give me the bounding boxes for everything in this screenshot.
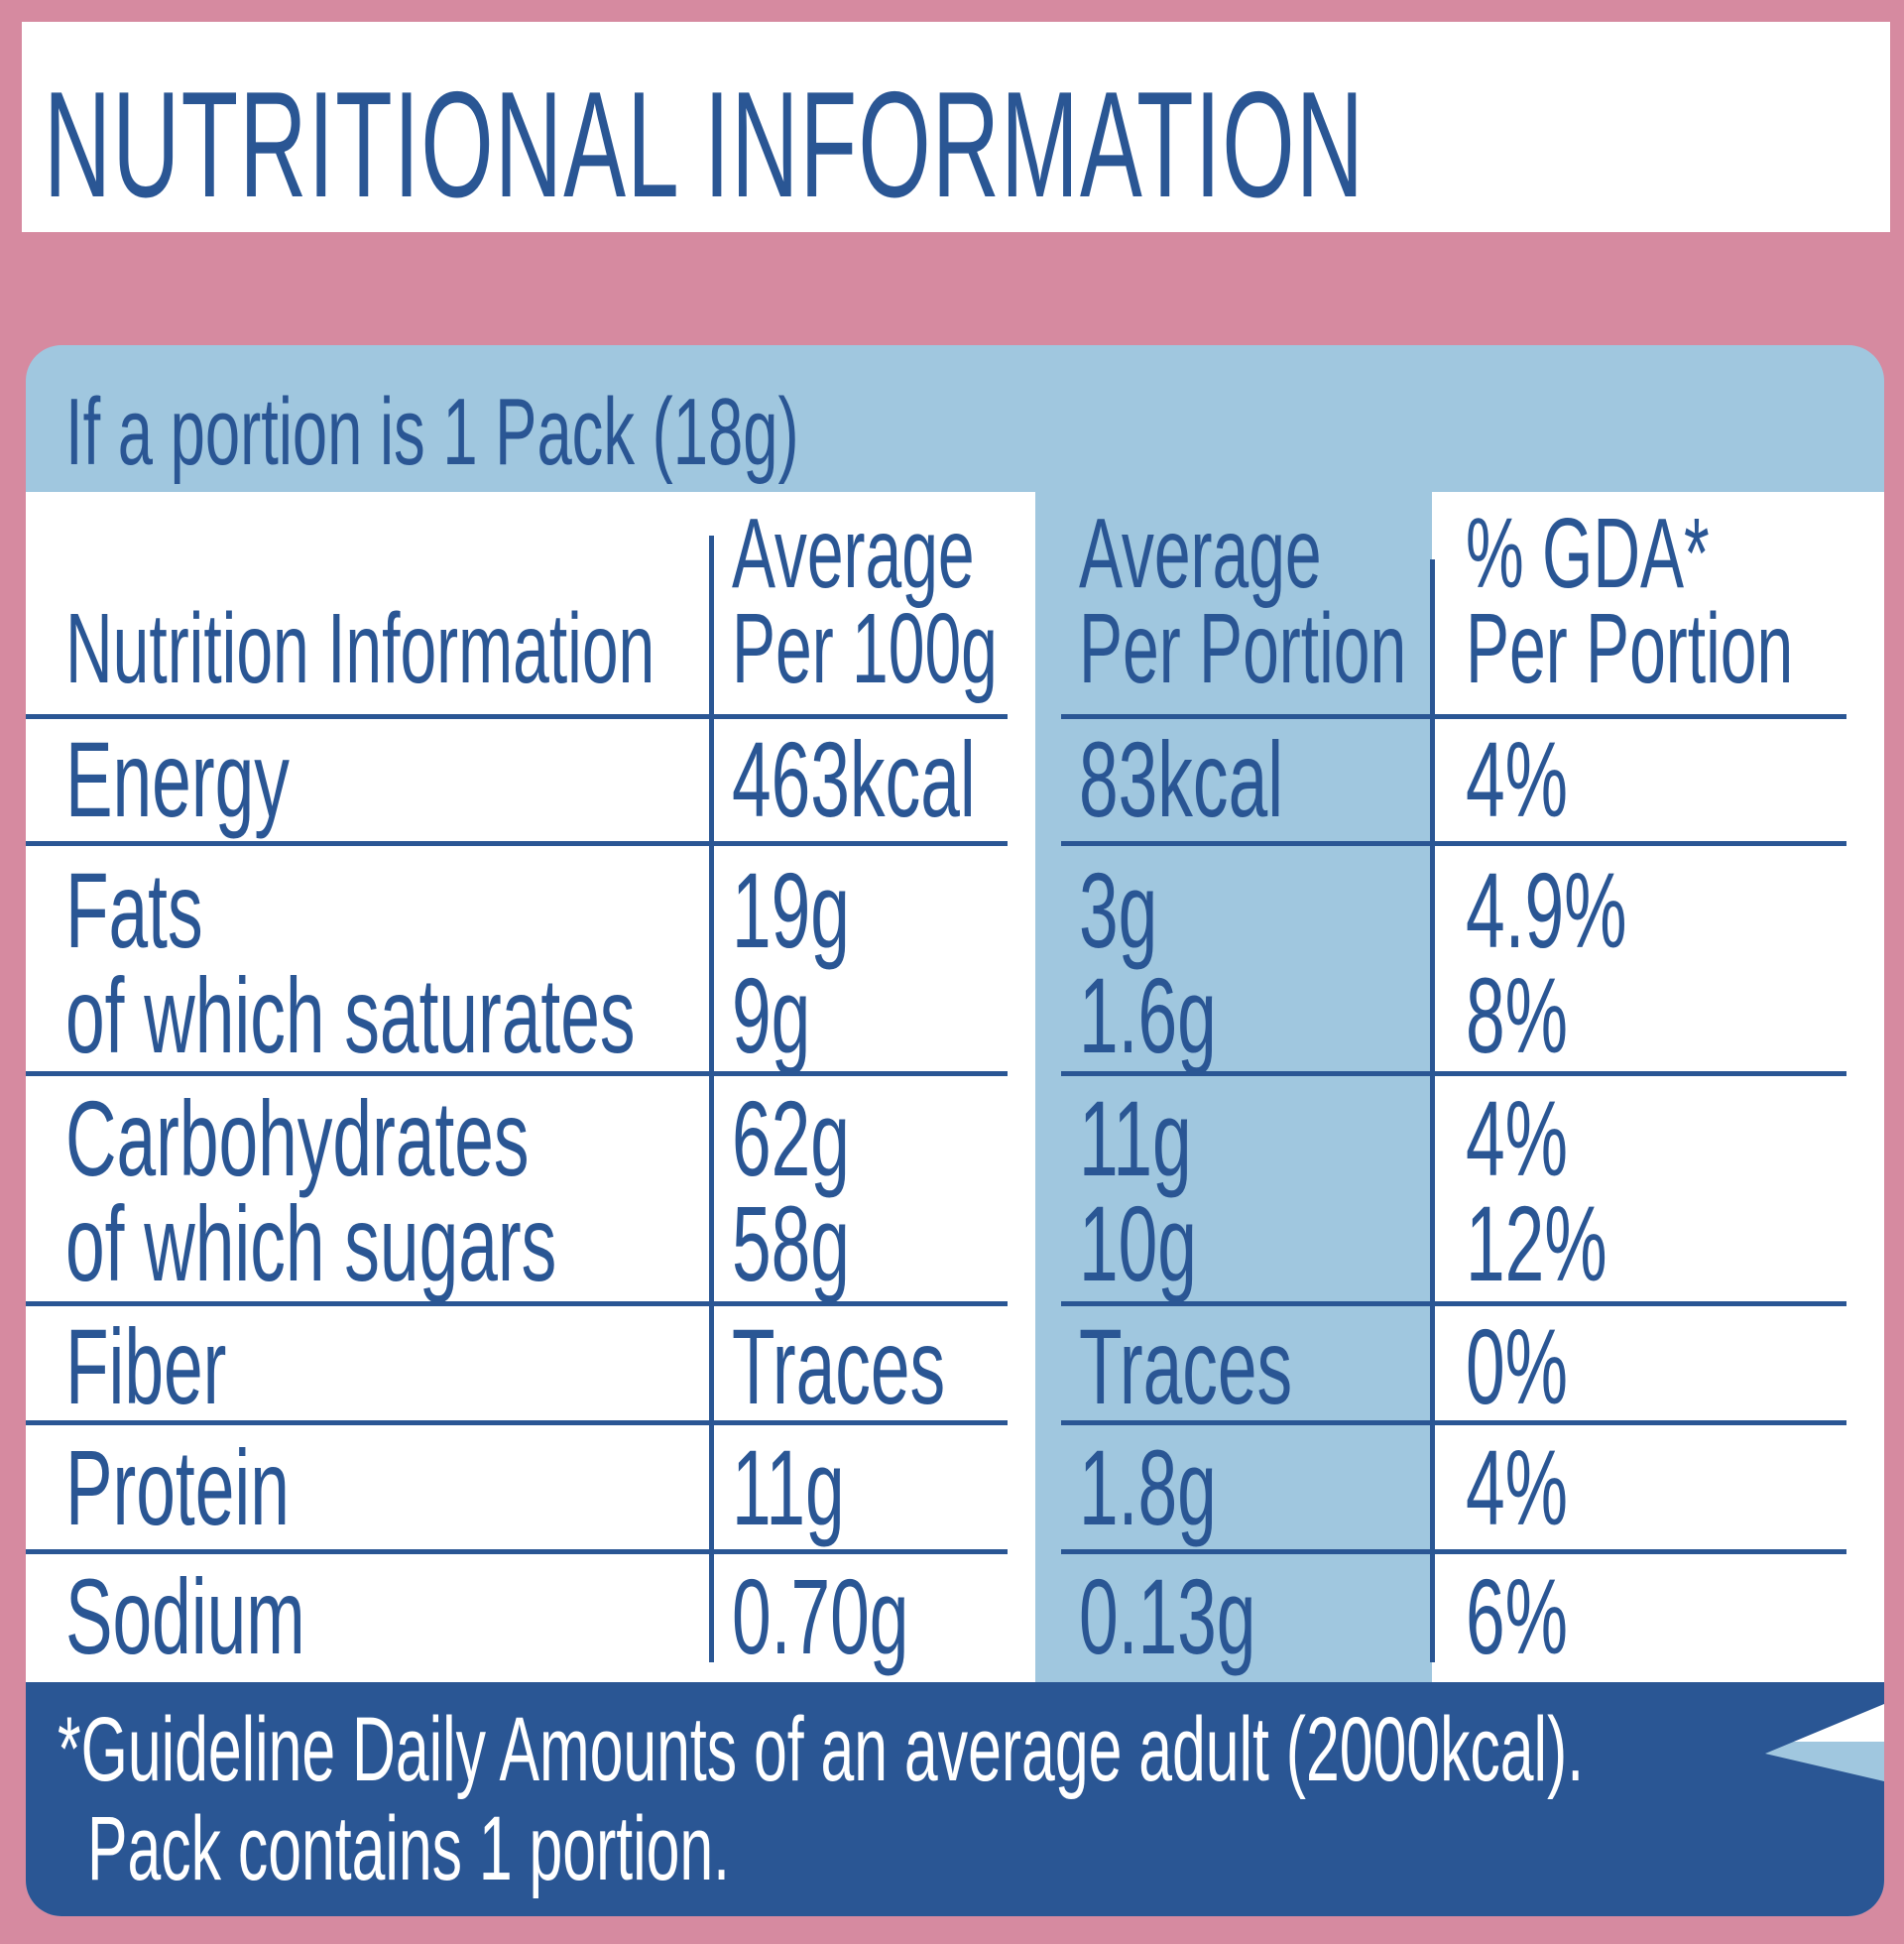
row-divider [26,1549,1008,1554]
row-name-protein: Protein [65,1427,290,1547]
value-per100: 11g [732,1427,845,1547]
value-per100: 62g [732,1078,850,1198]
row-divider [1061,1071,1846,1076]
nutrition-panel: If a portion is 1 Pack (18g) Nutrition I… [26,345,1884,1916]
row-name-fats: Fats [65,850,203,970]
row-divider [1061,1420,1846,1425]
header-nutrition-information: Nutrition Information [65,593,655,704]
value-per100: Traces [732,1306,946,1426]
value-per100: 0.70g [732,1556,909,1676]
row-name-saturates: of which saturates [65,955,636,1075]
value-portion: Traces [1079,1306,1293,1426]
value-portion: 10g [1079,1183,1197,1303]
row-divider [26,714,1008,719]
row-divider [26,1301,1008,1306]
value-gda: 8% [1466,955,1569,1075]
row-name-fiber: Fiber [65,1306,227,1426]
value-gda: 6% [1466,1556,1569,1676]
value-gda: 12% [1466,1183,1607,1303]
value-gda: 4% [1466,1078,1569,1198]
row-divider [26,1071,1008,1076]
row-name-sugars: of which sugars [65,1183,557,1303]
value-per100: 19g [732,850,850,970]
portion-note: If a portion is 1 Pack (18g) [65,379,799,485]
footnote-line1: *Guideline Daily Amounts of an average a… [58,1699,1585,1800]
value-gda: 4.9% [1466,850,1627,970]
row-divider [26,841,1008,846]
title-box: NUTRITIONAL INFORMATION [22,22,1890,232]
footnote-box: *Guideline Daily Amounts of an average a… [26,1682,1884,1916]
value-gda: 4% [1466,719,1569,839]
value-per100: 9g [732,955,811,1075]
header-per100-line1: Average [732,498,975,609]
header-portion-line1: Average [1079,498,1322,609]
value-gda: 4% [1466,1427,1569,1547]
divider-col1 [709,536,714,1662]
white-column-right [1432,492,1884,1742]
value-per100: 58g [732,1183,850,1303]
value-portion: 1.8g [1079,1427,1217,1547]
header-portion-line2: Per Portion [1079,593,1407,704]
white-column-left [26,492,1035,1742]
row-name-sodium: Sodium [65,1556,305,1676]
value-portion: 11g [1079,1078,1192,1198]
row-divider [26,1420,1008,1425]
value-portion: 83kcal [1079,719,1284,839]
value-portion: 0.13g [1079,1556,1256,1676]
divider-col3 [1430,559,1435,1662]
page-title: NUTRITIONAL INFORMATION [44,61,1366,229]
header-per100-line2: Per 100g [732,593,998,704]
value-portion: 1.6g [1079,955,1217,1075]
value-gda: 0% [1466,1306,1569,1426]
footnote-line2: Pack contains 1 portion. [87,1798,731,1899]
row-divider [1061,1301,1846,1306]
header-gda-line1: % GDA* [1466,498,1710,609]
row-name-carbohydrates: Carbohydrates [65,1078,530,1198]
row-divider [1061,841,1846,846]
value-per100: 463kcal [732,719,976,839]
value-portion: 3g [1079,850,1158,970]
row-name-energy: Energy [65,719,290,839]
row-divider [1061,714,1846,719]
header-gda-line2: Per Portion [1466,593,1794,704]
row-divider [1061,1549,1846,1554]
